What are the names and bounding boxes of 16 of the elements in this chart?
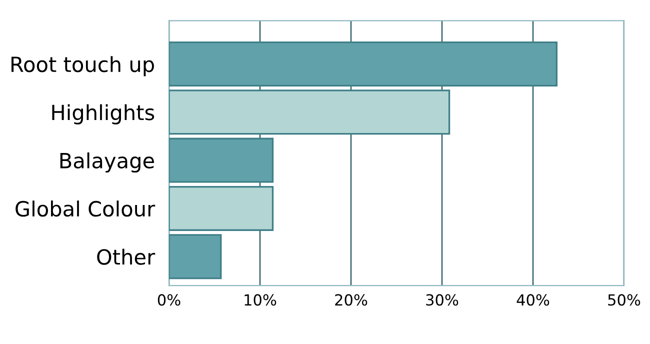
x-tick-label: 40% xyxy=(516,294,550,306)
bar xyxy=(169,234,222,280)
y-tick-label: Global Colour xyxy=(16,200,156,217)
y-tick-label: Highlights xyxy=(52,104,154,124)
bar xyxy=(169,90,450,135)
x-tick-label: 30% xyxy=(426,294,458,306)
bar xyxy=(169,41,558,86)
bar xyxy=(169,138,274,183)
y-tick-label: Root touch up xyxy=(12,56,154,76)
x-tick-label: 50% xyxy=(608,294,640,306)
y-tick-label: Balayage xyxy=(60,152,154,173)
x-tick-label: 0% xyxy=(158,294,180,306)
x-tick-label: 20% xyxy=(335,294,368,306)
x-tick-label: 10% xyxy=(244,294,276,306)
y-tick-label: Other xyxy=(97,248,156,265)
bar xyxy=(169,186,274,231)
